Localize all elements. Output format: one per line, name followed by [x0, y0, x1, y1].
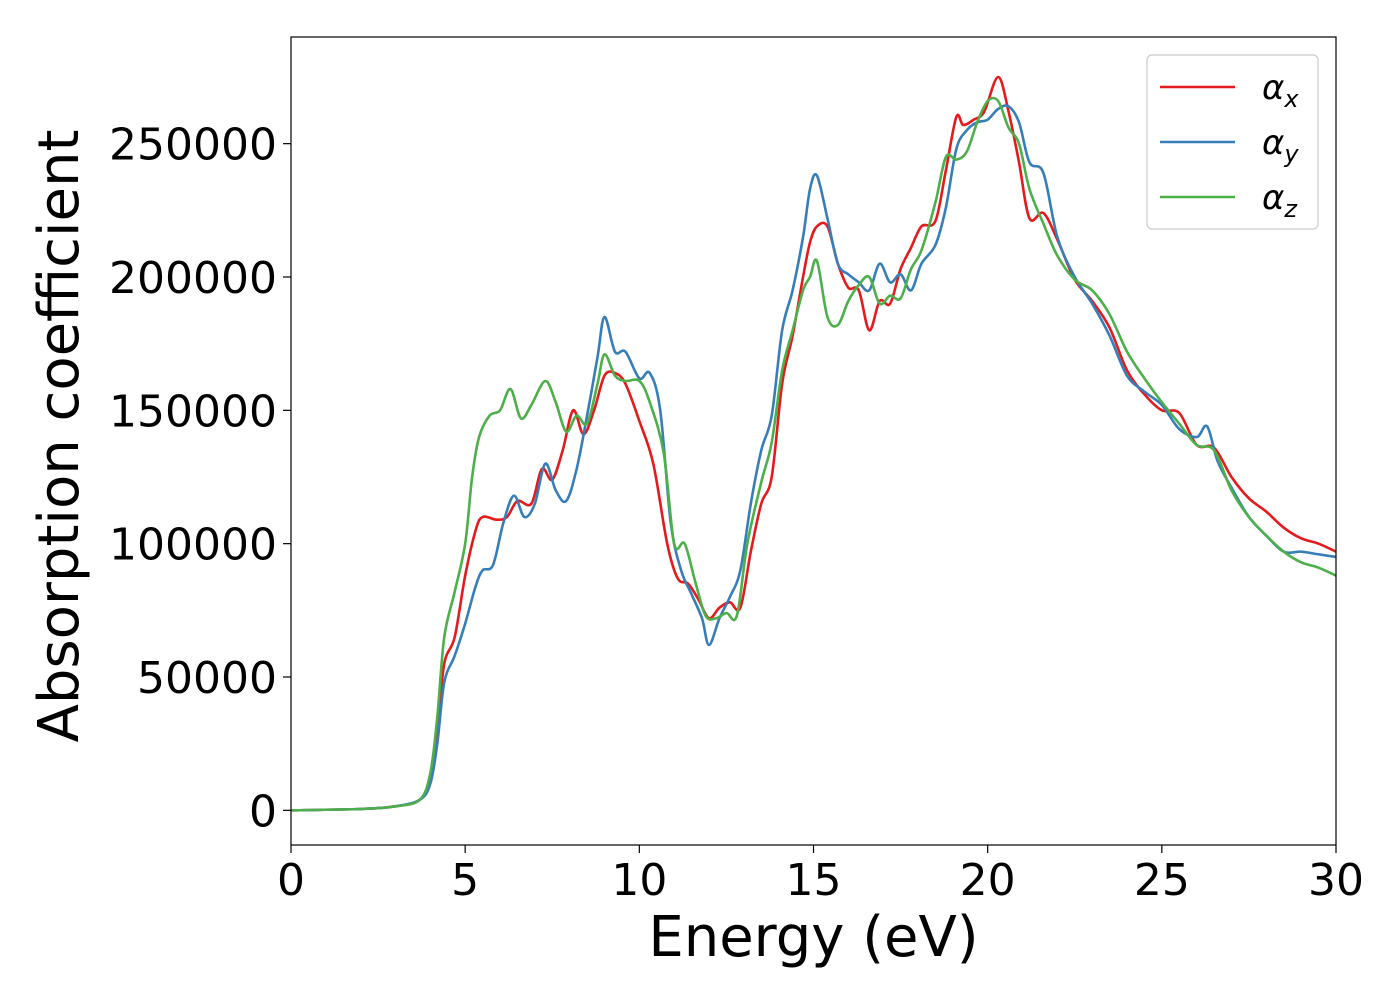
- series-lines: [291, 75, 1336, 812]
- x-tick-label: 10: [611, 855, 667, 906]
- series-line-z: [291, 96, 1336, 812]
- legend-symbol: α: [1262, 123, 1284, 163]
- y-axis-label: Absorption coefficient: [27, 130, 92, 743]
- x-tick-label: 20: [960, 855, 1016, 906]
- legend-entry-x: αx: [1262, 68, 1299, 113]
- y-tick-label: 100000: [109, 520, 277, 571]
- x-tick-label: 25: [1134, 855, 1190, 906]
- x-tick-label: 15: [786, 855, 842, 906]
- legend-symbol: α: [1262, 178, 1284, 218]
- x-tick-label: 30: [1308, 855, 1364, 906]
- legend-subscript: x: [1283, 85, 1299, 113]
- y-tick-label: 150000: [109, 386, 277, 437]
- legend-entry-z: αz: [1262, 178, 1298, 223]
- y-tick-label: 200000: [109, 253, 277, 304]
- x-axis: 0 5 10 15 20 25 30: [277, 845, 1364, 906]
- legend-entry-y: αy: [1262, 123, 1299, 168]
- y-tick-label: 0: [249, 786, 277, 837]
- x-tick-label: 5: [451, 855, 479, 906]
- series-line-y: [291, 104, 1336, 812]
- legend-symbol: α: [1262, 68, 1284, 108]
- y-tick-label: 250000: [109, 120, 277, 171]
- legend-subscript: y: [1283, 140, 1299, 168]
- legend-subscript: z: [1283, 195, 1298, 223]
- x-tick-label: 0: [277, 855, 305, 906]
- y-tick-label: 50000: [137, 653, 277, 704]
- y-axis: 0 50000 100000 150000 200000 250000: [109, 120, 291, 837]
- x-axis-label: Energy (eV): [648, 905, 978, 970]
